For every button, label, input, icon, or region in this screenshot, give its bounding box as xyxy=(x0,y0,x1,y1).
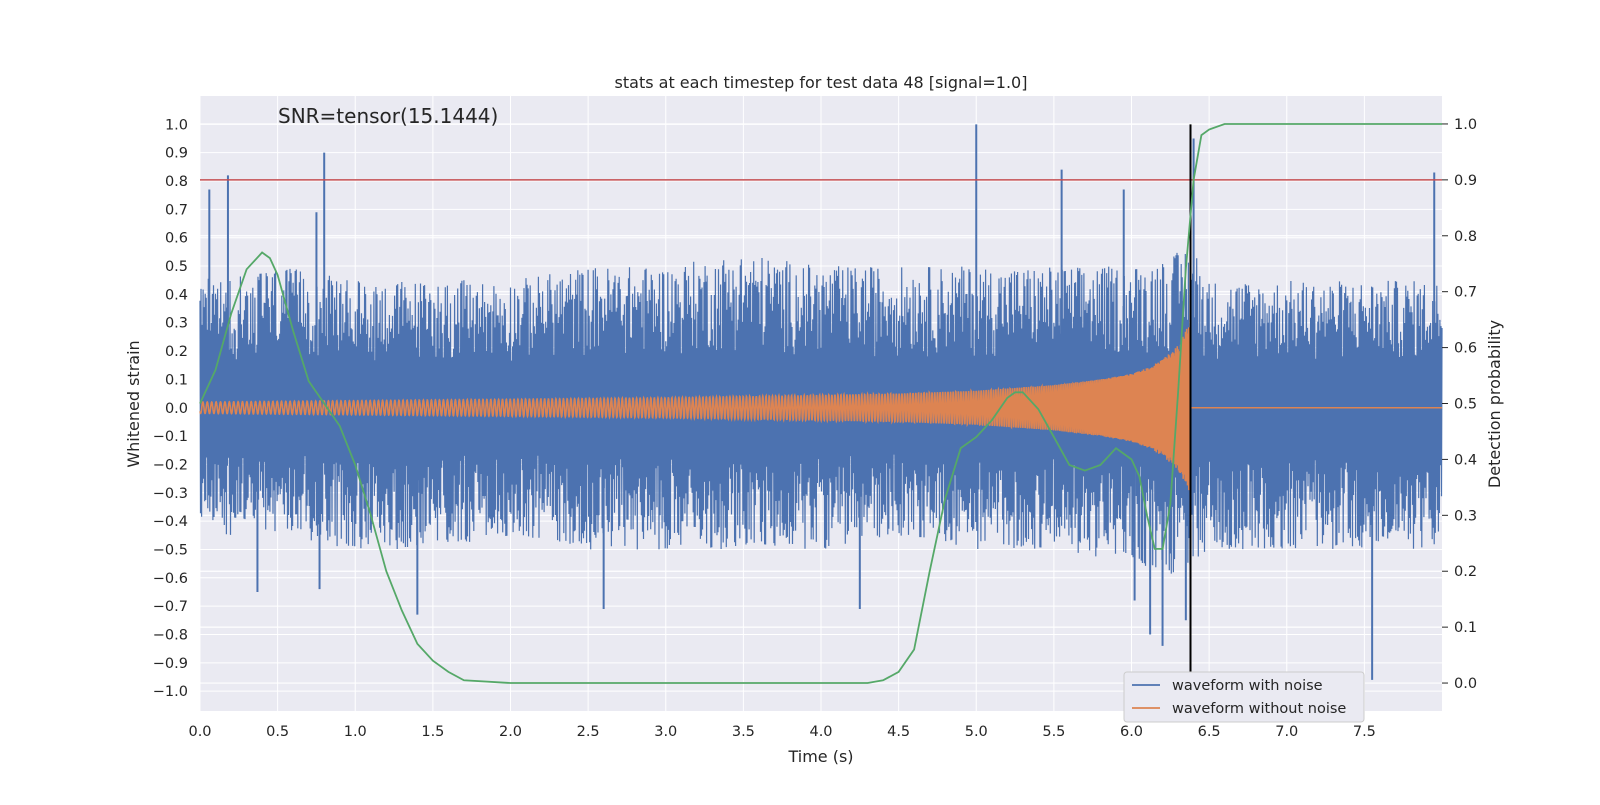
x-tick-label-9: 4.5 xyxy=(887,724,910,740)
y-tick-label-17: −0.7 xyxy=(153,599,188,615)
y-tick-label-10: 0.0 xyxy=(165,401,188,417)
y-tick-label-15: −0.5 xyxy=(153,542,188,558)
x-tick-label-4: 2.0 xyxy=(499,724,522,740)
y-tick-label-7: 0.3 xyxy=(165,316,188,332)
y2-tick-label-5: 0.5 xyxy=(1454,397,1477,413)
y-tick-label-13: −0.3 xyxy=(153,486,188,502)
y-tick-label-3: 0.7 xyxy=(165,202,188,218)
x-tick-label-15: 7.5 xyxy=(1353,724,1376,740)
y2-tick-label-4: 0.6 xyxy=(1454,341,1477,357)
y2-tick-label-6: 0.4 xyxy=(1454,452,1477,468)
y-axis-label: Whitened strain xyxy=(124,340,143,467)
y2-tick-label-8: 0.2 xyxy=(1454,564,1477,580)
y2-tick-label-7: 0.3 xyxy=(1454,508,1477,524)
legend: waveform with noise waveform without noi… xyxy=(1123,671,1365,723)
x-tick-label-10: 5.0 xyxy=(965,724,988,740)
series-waveform-without-noise xyxy=(199,318,1442,494)
x-tick-label-8: 4.0 xyxy=(809,724,832,740)
y-tick-label-5: 0.5 xyxy=(165,259,188,275)
x-tick-label-12: 6.0 xyxy=(1120,724,1143,740)
probability-trace xyxy=(199,123,1442,684)
y-tick-label-16: −0.6 xyxy=(153,571,188,587)
x-tick-label-3: 1.5 xyxy=(421,724,444,740)
y-tick-label-11: −0.1 xyxy=(153,429,188,445)
noise-trace xyxy=(199,252,1443,575)
y-tick-label-4: 0.6 xyxy=(165,231,188,247)
y2-tick-label-9: 0.1 xyxy=(1454,620,1477,636)
y2-tick-label-2: 0.8 xyxy=(1454,229,1477,245)
x-tick-label-11: 5.5 xyxy=(1042,724,1065,740)
x-tick-label-7: 3.5 xyxy=(732,724,755,740)
x-tick-label-1: 0.5 xyxy=(266,724,289,740)
x-tick-label-5: 2.5 xyxy=(577,724,600,740)
chirp-trace xyxy=(199,318,1192,494)
x-tick-label-0: 0.0 xyxy=(188,724,211,740)
y2-tick-label-3: 0.7 xyxy=(1454,285,1477,301)
y-tick-label-6: 0.4 xyxy=(165,287,188,303)
axes: 0.0 0.5 1.0 1.5 2.0 2.5 3.0 3.5 4.0 4.5 5.0 5.5 6.0 6… xyxy=(153,117,1477,740)
chart-title: stats at each timestep for test data 48 … xyxy=(615,73,1028,92)
y2-tick-label-1: 0.9 xyxy=(1454,173,1477,189)
x-axis-label: Time (s) xyxy=(787,747,853,766)
y-tick-label-0: 1.0 xyxy=(165,117,188,133)
y-tick-label-8: 0.2 xyxy=(165,344,188,360)
y-tick-label-1: 0.9 xyxy=(165,146,188,162)
series-detection-probability xyxy=(199,123,1442,684)
x-tick-label-6: 3.0 xyxy=(654,724,677,740)
y-tick-label-20: −1.0 xyxy=(153,684,188,700)
legend-label-noise: waveform with noise xyxy=(1172,678,1323,694)
y-tick-label-19: −0.9 xyxy=(153,656,188,672)
y-tick-label-2: 0.8 xyxy=(165,174,188,190)
x-tick-label-2: 1.0 xyxy=(344,724,367,740)
y-tick-label-9: 0.1 xyxy=(165,372,188,388)
y-tick-label-14: −0.4 xyxy=(153,514,188,530)
legend-box xyxy=(1123,671,1365,723)
x-tick-label-13: 6.5 xyxy=(1198,724,1221,740)
y2-tick-label-0: 1.0 xyxy=(1454,117,1477,133)
y2-tick-label-10: 0.0 xyxy=(1454,676,1477,692)
snr-annotation: SNR=tensor(15.1444) xyxy=(278,104,498,128)
y2-axis-label: Detection probability xyxy=(1485,320,1504,488)
y-tick-label-18: −0.8 xyxy=(153,627,188,643)
x-tick-label-14: 7.0 xyxy=(1275,724,1298,740)
legend-label-no-noise: waveform without noise xyxy=(1172,701,1346,717)
y-tick-label-12: −0.2 xyxy=(153,457,188,473)
